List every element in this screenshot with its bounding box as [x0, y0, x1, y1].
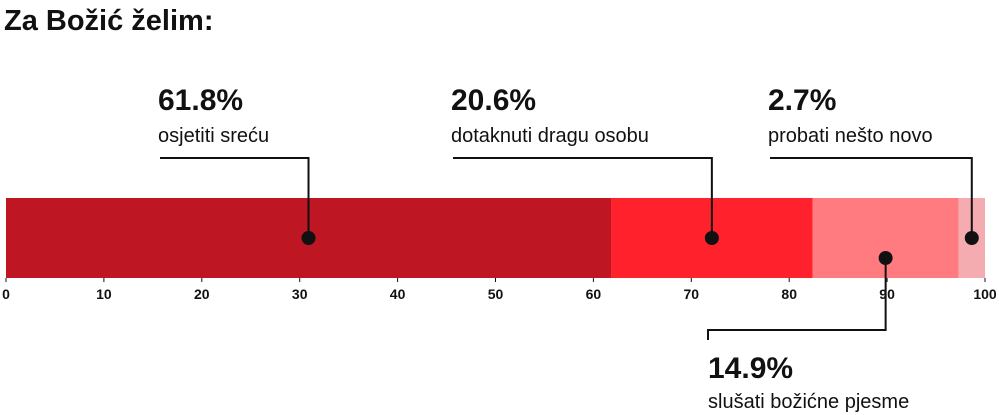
callout-line: [707, 258, 887, 340]
category-label: probati nešto novo: [768, 125, 933, 147]
x-tick-label: 30: [292, 286, 308, 302]
category-label: osjetiti sreću: [158, 125, 269, 147]
x-tick-label: 20: [194, 286, 210, 302]
x-tick-label: 10: [96, 286, 112, 302]
x-tick-label: 100: [973, 286, 997, 302]
callout-line: [453, 157, 713, 238]
callout-line: [160, 157, 310, 238]
x-tick-label: 50: [488, 286, 504, 302]
callout-dot: [964, 231, 979, 245]
value-label: 20.6%: [451, 84, 536, 117]
category-label: slušati božićne pjesme: [708, 391, 909, 413]
x-tick-label: 90: [879, 286, 895, 302]
value-label: 2.7%: [768, 84, 836, 117]
callout-dot: [878, 251, 893, 265]
x-tick-label: 80: [781, 286, 797, 302]
callout-dot: [704, 231, 719, 245]
x-tick-label: 0: [2, 286, 10, 302]
value-label: 61.8%: [158, 84, 243, 117]
x-tick-label: 70: [684, 286, 700, 302]
chart-title: Za Božić želim:: [4, 5, 214, 37]
callout-line: [770, 157, 973, 238]
callout-dot: [301, 231, 316, 245]
x-tick-label: 60: [586, 286, 602, 302]
value-label: 14.9%: [708, 352, 793, 385]
category-label: dotaknuti dragu osobu: [451, 125, 649, 147]
x-tick-label: 40: [390, 286, 406, 302]
